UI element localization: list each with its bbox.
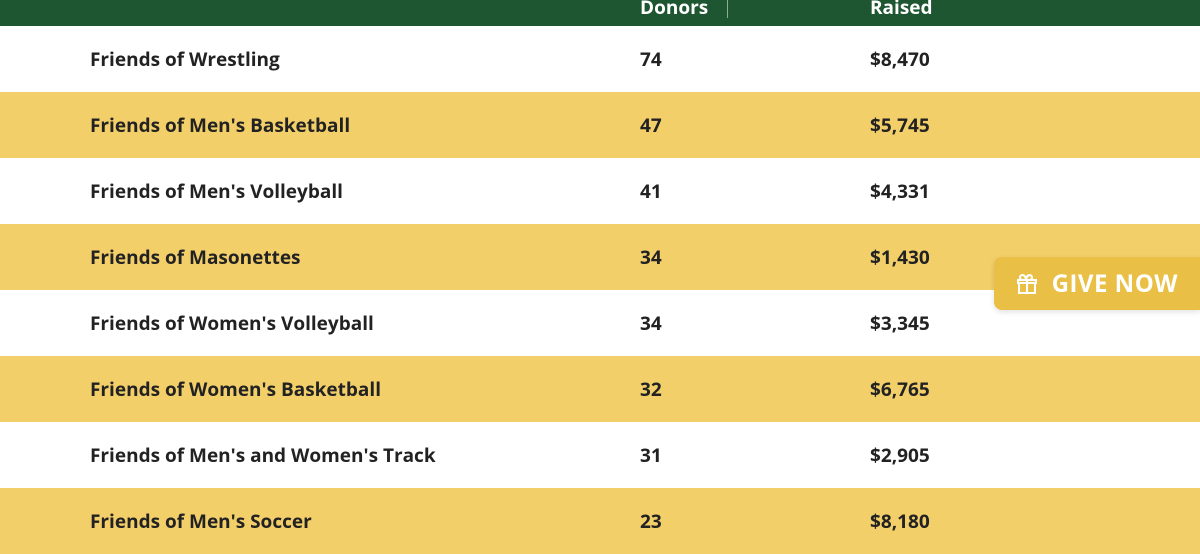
cell-name: Friends of Men's Soccer — [40, 508, 620, 534]
cell-donors: 31 — [620, 442, 850, 468]
cell-donors: 23 — [620, 508, 850, 534]
cell-raised: $6,765 — [850, 376, 1160, 402]
table-header: Donors Raised — [0, 0, 1200, 26]
cell-donors: 47 — [620, 112, 850, 138]
cell-name: Friends of Women's Basketball — [40, 376, 620, 402]
table-row[interactable]: Friends of Men's Basketball 47 $5,745 — [0, 92, 1200, 158]
cell-name: Friends of Wrestling — [40, 46, 620, 72]
header-divider — [727, 0, 728, 18]
cell-donors: 34 — [620, 244, 850, 270]
cell-donors: 34 — [620, 310, 850, 336]
cell-raised: $2,905 — [850, 442, 1160, 468]
cell-name: Friends of Men's Basketball — [40, 112, 620, 138]
table-row[interactable]: Friends of Wrestling 74 $8,470 — [0, 26, 1200, 92]
cell-name: Friends of Masonettes — [40, 244, 620, 270]
col-header-donors-label: Donors — [640, 0, 708, 20]
table-row[interactable]: Friends of Men's Soccer 23 $8,180 — [0, 488, 1200, 554]
give-now-button[interactable]: GIVE NOW — [994, 257, 1200, 310]
col-header-raised[interactable]: Raised — [850, 0, 1160, 20]
cell-donors: 41 — [620, 178, 850, 204]
table-row[interactable]: Friends of Men's Volleyball 41 $4,331 — [0, 158, 1200, 224]
cell-donors: 74 — [620, 46, 850, 72]
cell-raised: $5,745 — [850, 112, 1160, 138]
cell-name: Friends of Men's and Women's Track — [40, 442, 620, 468]
cell-raised: $8,180 — [850, 508, 1160, 534]
cell-raised: $4,331 — [850, 178, 1160, 204]
col-header-donors[interactable]: Donors — [620, 0, 850, 20]
gift-icon — [1014, 272, 1040, 296]
table-row[interactable]: Friends of Men's and Women's Track 31 $2… — [0, 422, 1200, 488]
cell-raised: $3,345 — [850, 310, 1160, 336]
cell-raised: $8,470 — [850, 46, 1160, 72]
cell-name: Friends of Men's Volleyball — [40, 178, 620, 204]
give-now-label: GIVE NOW — [1052, 267, 1178, 300]
cell-name: Friends of Women's Volleyball — [40, 310, 620, 336]
cell-donors: 32 — [620, 376, 850, 402]
col-header-raised-label: Raised — [870, 0, 933, 20]
table-row[interactable]: Friends of Women's Basketball 32 $6,765 — [0, 356, 1200, 422]
